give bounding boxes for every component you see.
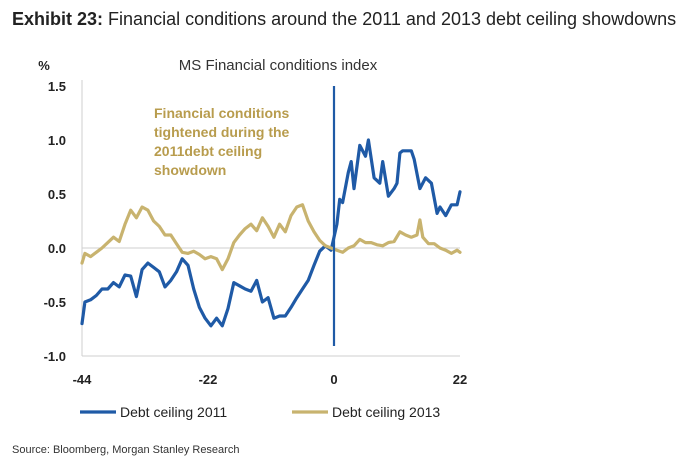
annotation-line: 2011debt ceiling — [154, 143, 262, 159]
y-tick-label: 0.0 — [48, 241, 66, 256]
annotation-line: showdown — [154, 162, 226, 178]
legend: Debt ceiling 2011 Debt ceiling 2013 — [80, 404, 440, 420]
axes — [81, 80, 460, 357]
legend-label: Debt ceiling 2013 — [332, 404, 440, 420]
line-chart: MS Financial conditions index % 1.5 1.0 0.… — [38, 57, 468, 420]
y-tick-label: 0.5 — [48, 187, 66, 202]
y-unit-label: % — [38, 58, 50, 73]
exhibit-label: Exhibit 23: — [12, 9, 104, 29]
annotation-line: Financial conditions — [154, 105, 290, 121]
annotation-line: tightened during the — [154, 124, 290, 140]
x-tick-label: -22 — [199, 372, 218, 387]
series-line-2011 — [80, 138, 462, 328]
exhibit-title: Financial conditions around the 2011 and… — [108, 9, 677, 29]
exhibit-heading: Exhibit 23: Financial conditions around … — [12, 9, 676, 30]
y-tick-label: -0.5 — [44, 295, 66, 310]
x-tick-label: 22 — [453, 372, 467, 387]
x-tick-label: -44 — [73, 372, 93, 387]
series-lines — [80, 138, 462, 328]
y-tick-label: 1.5 — [48, 79, 66, 94]
y-tick-label: 1.0 — [48, 133, 66, 148]
x-tick-label: 0 — [330, 372, 337, 387]
legend-label: Debt ceiling 2011 — [120, 404, 227, 420]
tick-labels: 1.5 1.0 0.5 0.0 -0.5 -1.0 -44 -22 0 22 — [44, 79, 468, 387]
series-line-2013 — [80, 203, 462, 272]
y-tick-label: -1.0 — [44, 349, 66, 364]
source-note: Source: Bloomberg, Morgan Stanley Resear… — [12, 444, 240, 456]
annotation: Financial conditions tightened during the… — [154, 105, 290, 178]
chart-title: MS Financial conditions index — [179, 57, 378, 74]
